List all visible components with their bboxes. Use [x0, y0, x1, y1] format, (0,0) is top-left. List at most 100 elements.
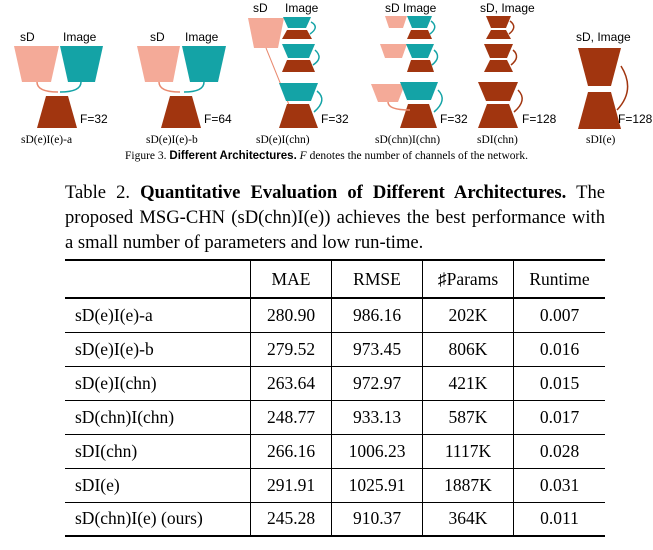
panel1-sd-label: sD	[20, 30, 35, 44]
panel6-f-label: F=128	[618, 112, 653, 126]
panel-sd-e-i-e-a: sD Image F=32 sD(e)I(e)-a	[14, 30, 108, 146]
panel2-sd-label: sD	[150, 30, 165, 44]
cell-runtime: 0.031	[513, 468, 605, 502]
panel6-loop	[616, 65, 629, 111]
panel1-caption: sD(e)I(e)-a	[21, 134, 72, 146]
cell-params: 1117K	[422, 434, 514, 468]
cell-runtime: 0.028	[513, 434, 605, 468]
panel4-loop-3	[433, 89, 443, 113]
figure-caption: Figure 3. Different Architectures. F den…	[0, 150, 653, 162]
panel4-connector	[387, 101, 411, 111]
panel3-loop-2	[312, 49, 320, 66]
table-caption: Table 2. Quantitative Evaluation of Diff…	[65, 180, 605, 255]
table-caption-rest: The proposed MSG-CHN (sD(chn)I(e)) achie…	[65, 182, 606, 253]
panel3-depth-encoder	[248, 18, 284, 48]
panel4-caption: sD(chn)I(chn)	[375, 134, 440, 146]
table-caption-prefix: Table 2.	[65, 182, 131, 203]
cell-rmse: 986.16	[331, 298, 423, 332]
panel2-decoder	[161, 96, 201, 128]
panel4-decoder-1	[407, 30, 432, 39]
header-method	[65, 260, 251, 298]
cell-method: sD(chn)I(chn)	[75, 406, 175, 427]
cell-params: 1887K	[422, 468, 514, 502]
cell-method: sDI(e)	[75, 474, 120, 495]
cell-mae: 245.28	[250, 502, 332, 536]
panel3-caption: sD(e)I(chn)	[256, 134, 310, 146]
cell-rmse: 910.37	[331, 502, 423, 536]
header-params: ♯Params	[422, 260, 514, 298]
results-table: MAE RMSE ♯Params Runtime sD(e)I(e)-a 280…	[65, 259, 605, 537]
table-row: sDI(e) 291.91 1025.91 1887K 0.031	[65, 468, 605, 502]
cell-rmse: 1006.23	[331, 434, 423, 468]
panel3-loop-1	[309, 21, 316, 35]
panel5-encoder-2	[484, 44, 513, 58]
cell-runtime: 0.017	[513, 400, 605, 434]
panel4-sd-label: sD	[385, 1, 400, 15]
figure-caption-rest: denotes the number of channels of the ne…	[309, 150, 528, 162]
panel2-image-encoder	[182, 46, 226, 82]
figure-caption-prefix: Figure 3.	[124, 150, 167, 162]
cell-rmse: 1025.91	[331, 468, 423, 502]
panel-sd-e-i-e-b: sD Image F=64 sD(e)I(e)-b	[137, 30, 232, 146]
header-mae: MAE	[250, 260, 332, 298]
cell-method: sD(chn)I(e) (ours)	[75, 508, 203, 529]
cell-params: 364K	[422, 502, 514, 536]
cell-params: 202K	[422, 298, 514, 332]
table-header-row: MAE RMSE ♯Params Runtime	[65, 260, 605, 298]
panel1-image-encoder	[60, 46, 103, 82]
panel5-decoder-2	[484, 60, 513, 72]
cell-runtime: 0.011	[513, 502, 605, 536]
panel-sd-e-i-chn: sD Image F=32 sD(e)I(chn)	[248, 1, 349, 146]
cell-method: sD(e)I(e)-a	[75, 304, 153, 325]
panel3-image-encoder-1	[283, 17, 311, 28]
panel1-connector	[36, 81, 59, 93]
cell-mae: 280.90	[250, 298, 332, 332]
cell-mae: 263.64	[250, 366, 332, 400]
panel1-decoder	[37, 96, 77, 128]
panel3-f-label: F=32	[321, 112, 349, 126]
panel4-decoder-2	[407, 60, 434, 72]
cell-method: sD(e)I(e)-b	[75, 338, 154, 359]
panel6-input-label: sD, Image	[576, 30, 631, 44]
panel4-decoder-3	[400, 104, 437, 128]
architecture-figure: sD Image F=32 sD(e)I(e)-a sD Image F=64 …	[14, 1, 653, 146]
panel6-decoder	[578, 92, 621, 129]
header-runtime: Runtime	[513, 260, 605, 298]
cell-params: 806K	[422, 332, 514, 366]
panel3-image-encoder-3	[279, 83, 318, 101]
panel4-depth-encoder-2	[380, 44, 407, 58]
panel1-connector-2	[59, 81, 82, 93]
panel3-image-label: Image	[285, 1, 319, 15]
panel4-f-label: F=32	[440, 112, 468, 126]
cell-method: sD(e)I(chn)	[75, 372, 157, 393]
table-row: sDI(chn) 266.16 1006.23 1117K 0.028	[65, 434, 605, 468]
panel4-image-encoder-1	[407, 16, 432, 28]
panel3-decoder-3	[279, 104, 318, 128]
panel5-caption: sDI(chn)	[477, 134, 518, 146]
panel1-f-label: F=32	[80, 112, 108, 126]
panel2-f-label: F=64	[204, 112, 232, 126]
figure-caption-symbol: F	[299, 150, 307, 162]
cell-runtime: 0.015	[513, 366, 605, 400]
header-rmse: RMSE	[331, 260, 423, 298]
table-row: sD(e)I(e)-a 280.90 986.16 202K 0.007	[65, 298, 605, 332]
cell-rmse: 973.45	[331, 332, 423, 366]
panel3-decoder-1	[282, 30, 312, 39]
cell-rmse: 933.13	[331, 400, 423, 434]
panel3-decoder-2	[282, 60, 315, 72]
panel3-sd-label: sD	[253, 1, 268, 15]
cell-method: sDI(chn)	[75, 440, 138, 461]
cell-rmse: 972.97	[331, 366, 423, 400]
panel2-depth-encoder	[137, 46, 180, 82]
panel4-depth-encoder-3	[371, 84, 405, 102]
panel1-depth-encoder	[14, 46, 59, 82]
cell-mae: 279.52	[250, 332, 332, 366]
panel4-image-encoder-2	[406, 44, 434, 58]
cell-runtime: 0.016	[513, 332, 605, 366]
panel-sdi-chn: sD, Image F=128 sDI(chn)	[477, 1, 557, 146]
panel5-decoder-1	[486, 30, 511, 39]
panel5-f-label: F=128	[522, 112, 557, 126]
table-row: sD(e)I(chn) 263.64 972.97 421K 0.015	[65, 366, 605, 400]
panel-sdi-e: sD, Image F=128 sDI(e)	[576, 30, 653, 146]
panel5-input-label: sD, Image	[480, 1, 535, 15]
